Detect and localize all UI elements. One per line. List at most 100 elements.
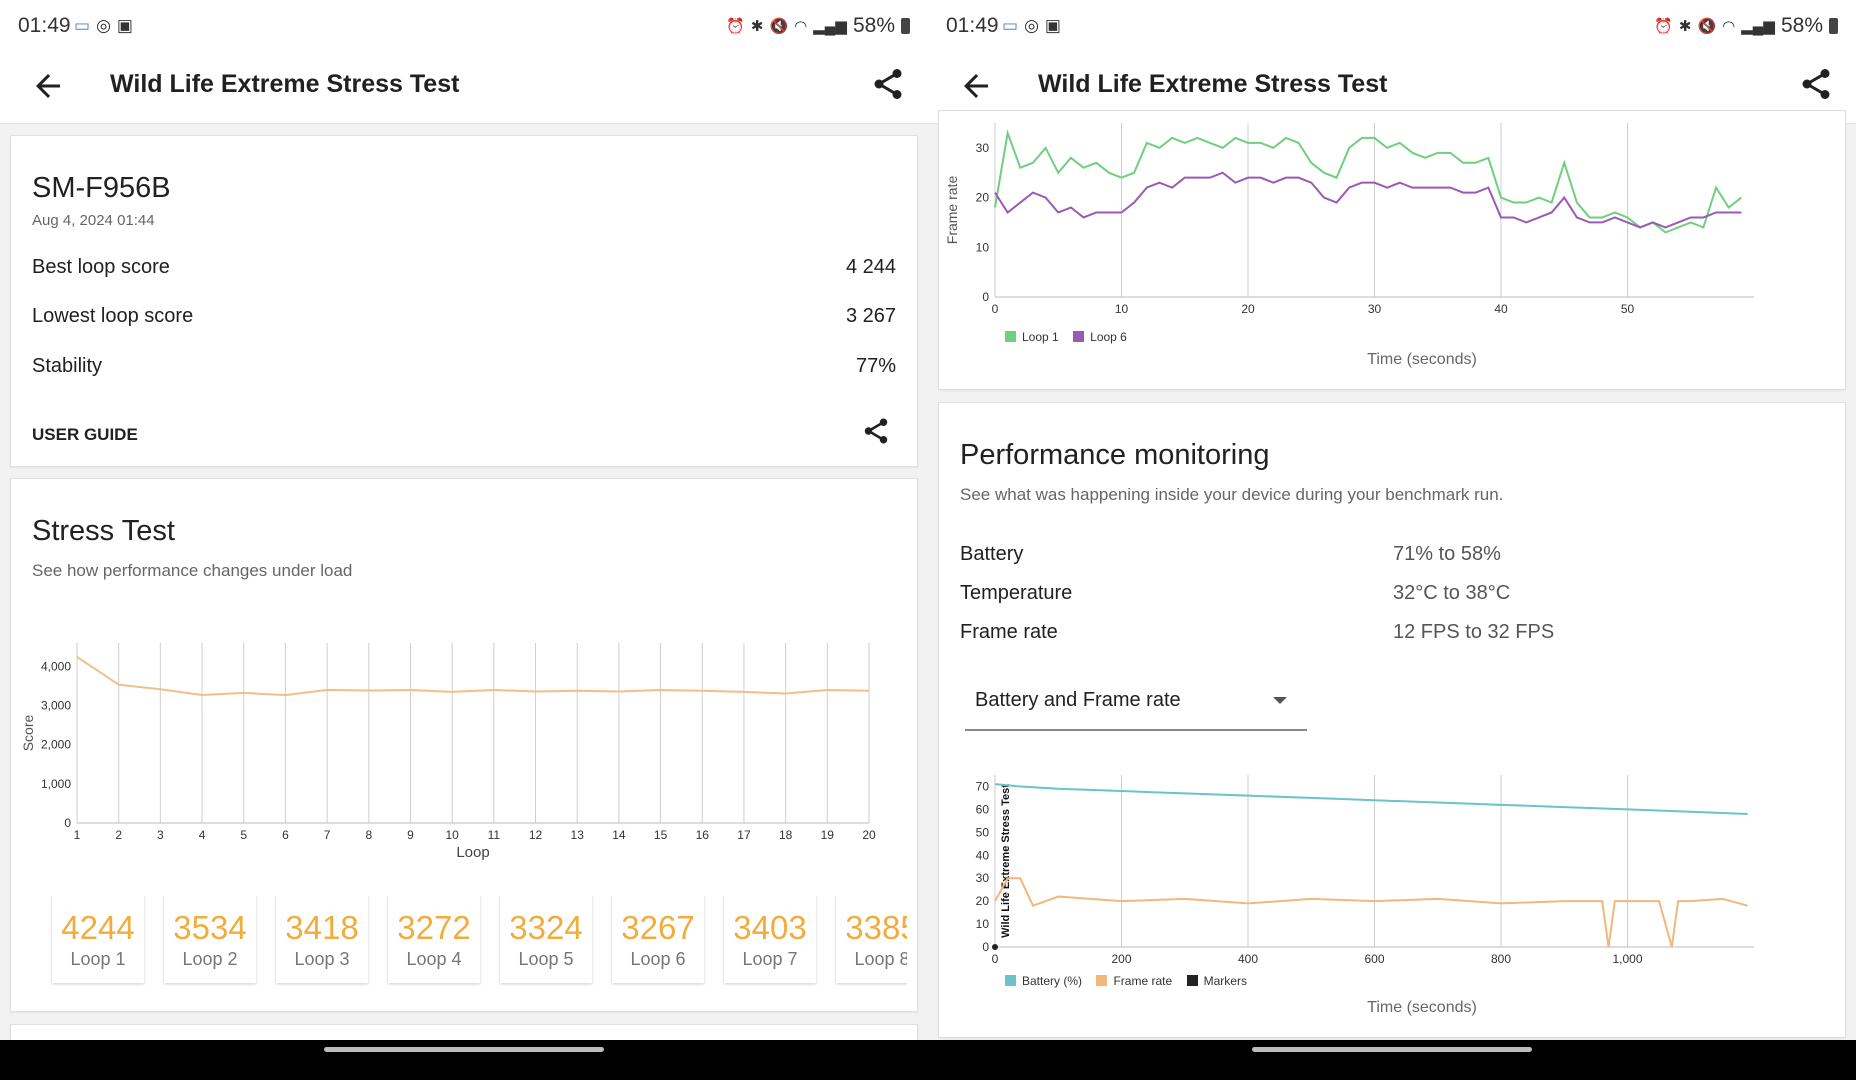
loop-score-value: 3403 (733, 909, 807, 946)
home-gesture-pill[interactable] (1252, 1047, 1532, 1052)
alarm-icon: ⏰ (1654, 18, 1673, 35)
fr-legend: Loop 1 Loop 6 (1005, 329, 1137, 347)
nav-bar (928, 1040, 1856, 1060)
back-arrow-icon[interactable] (30, 68, 66, 104)
y-tick-label: 50 (976, 825, 990, 839)
back-arrow-icon[interactable] (958, 68, 994, 104)
x-tick-label: 6 (282, 828, 289, 842)
wifi-icon: ◠ (794, 18, 808, 35)
x-axis-label: Loop (456, 844, 489, 861)
status-time: 01:49 (946, 14, 999, 37)
x-tick-label: 18 (779, 828, 793, 842)
lowest-loop-value: 3 267 (845, 305, 896, 327)
x-tick-label: 1,000 (1612, 952, 1642, 966)
y-tick-label: 0 (982, 940, 989, 954)
mute-icon: 🔇 (769, 18, 789, 35)
stress-test-card: Stress Test See how performance changes … (10, 478, 918, 1012)
loop-score-box[interactable]: 3385 Loop 8 (836, 895, 907, 983)
app-bar: Wild Life Extreme Stress Test (0, 52, 928, 124)
y-tick-label: 20 (976, 894, 990, 908)
loop6-series-line (994, 171, 1742, 229)
status-bar: 01:49 ▭ ◎ ▣ ⏰ ✱ 🔇 ◠ ▂▄▆ 58% (928, 0, 1856, 52)
result-date: Aug 4, 2024 01:44 (32, 212, 155, 229)
y-tick-label: 3,000 (41, 699, 71, 713)
share-icon[interactable] (870, 66, 906, 102)
y-axis-label: Wild Life Extreme Stress Test (1000, 784, 1012, 938)
x-tick-label: 0 (992, 302, 999, 316)
x-tick-label: 13 (571, 828, 585, 842)
loop-score-label: Loop 5 (518, 949, 574, 969)
loop-scores-strip: 4244 Loop 1 3534 Loop 2 3418 Loop 3 3272 Loop 4… (41, 895, 907, 995)
stress-score-chart: 1 2 3 4 5 6 7 8 9 10 11 12 13 14 15 16 17 18 19 2001,0002,0… (20, 643, 876, 861)
x-tick-label: 15 (654, 828, 668, 842)
x-tick-label: 11 (488, 828, 501, 842)
gallery-icon: ▣ (1044, 16, 1061, 35)
best-loop-label: Best loop score (32, 256, 170, 278)
battery-icon (1829, 18, 1838, 34)
loop-score-box[interactable]: 3534 Loop 2 (164, 895, 256, 983)
y-tick-label: 60 (976, 802, 990, 816)
frame-rate-loops-chart: 0 10 20 30 40 50 0 10 20 30 Frame rate (944, 123, 1754, 316)
nav-bar (0, 1040, 928, 1060)
x-tick-label: 17 (737, 828, 751, 842)
page-title: Wild Life Extreme Stress Test (1038, 70, 1388, 98)
mute-icon: 🔇 (1697, 18, 1717, 35)
framerate-value: 12 FPS to 32 FPS (1393, 621, 1555, 643)
x-tick-label: 14 (612, 828, 626, 842)
loop-score-value: 3418 (285, 909, 359, 946)
chevron-down-icon (1273, 697, 1287, 704)
x-tick-label: 20 (862, 828, 876, 842)
x-tick-label: 5 (240, 828, 247, 842)
loop-score-label: Loop 1 (70, 949, 126, 969)
share-icon[interactable] (861, 416, 891, 446)
page-title: Wild Life Extreme Stress Test (110, 70, 460, 98)
cast-icon: ▭ (74, 16, 91, 35)
loop-score-box[interactable]: 3272 Loop 4 (388, 895, 480, 983)
x-tick-label: 2 (115, 828, 122, 842)
dropdown-value: Battery and Frame rate (975, 689, 1181, 711)
loop-score-box[interactable]: 4244 Loop 1 (52, 895, 144, 983)
x-tick-label: 600 (1364, 952, 1384, 966)
lowest-loop-label: Lowest loop score (32, 305, 194, 327)
legend-markers: Markers (1186, 974, 1247, 988)
home-gesture-pill[interactable] (324, 1047, 604, 1052)
notification-icons: ▭ ◎ ▣ (74, 16, 133, 36)
x-tick-label: 3 (157, 828, 164, 842)
stress-title: Stress Test (32, 515, 175, 547)
loop-score-label: Loop 2 (182, 949, 238, 969)
loop-score-box[interactable]: 3418 Loop 3 (276, 895, 368, 983)
user-guide-link[interactable]: USER GUIDE (32, 425, 138, 444)
x-tick-label: 1 (74, 828, 81, 842)
loop-score-box[interactable]: 3324 Loop 5 (500, 895, 592, 983)
legend-battery: Battery (%) (1005, 974, 1082, 988)
battery-row: Battery 71% to 58% (960, 543, 1824, 569)
chart-type-dropdown[interactable]: Battery and Frame rate (965, 671, 1307, 731)
result-summary-card: SM-F956B Aug 4, 2024 01:44 Best loop sco… (10, 135, 918, 467)
y-tick-label: 10 (976, 917, 990, 931)
x-tick-label: 400 (1238, 952, 1258, 966)
loop-score-box[interactable]: 3403 Loop 7 (724, 895, 816, 983)
loop-score-value: 3324 (509, 909, 583, 946)
loop-score-box[interactable]: 3267 Loop 6 (612, 895, 704, 983)
loop-score-label: Loop 3 (294, 949, 350, 969)
loop-score-value: 4244 (61, 909, 135, 946)
battery-percent: 58% (852, 14, 895, 37)
battery-icon (901, 18, 910, 34)
y-tick-label: 10 (976, 240, 990, 254)
right-pane: 01:49 ▭ ◎ ▣ ⏰ ✱ 🔇 ◠ ▂▄▆ 58% Wild Life Ex… (928, 0, 1856, 1060)
framerate-label: Frame rate (960, 621, 1058, 643)
frame-rate-card: 0 10 20 30 40 50 0 10 20 30 Frame rate Loop 1 Loop… (938, 110, 1846, 390)
share-icon[interactable] (1798, 66, 1834, 102)
y-tick-label: 30 (976, 141, 990, 155)
lowest-loop-row: Lowest loop score 3 267 (32, 305, 896, 328)
x-tick-label: 800 (1491, 952, 1511, 966)
battery-label: Battery (960, 543, 1024, 565)
legend-loop1: Loop 1 (1005, 330, 1059, 344)
alarm-icon: ⏰ (726, 18, 745, 35)
marker-point (992, 944, 998, 950)
x-tick-label: 4 (199, 828, 206, 842)
instagram-icon: ◎ (96, 16, 111, 35)
temperature-value: 32°C to 38°C (1393, 582, 1511, 604)
y-tick-label: 2,000 (41, 738, 71, 752)
x-tick-label: 16 (696, 828, 710, 842)
